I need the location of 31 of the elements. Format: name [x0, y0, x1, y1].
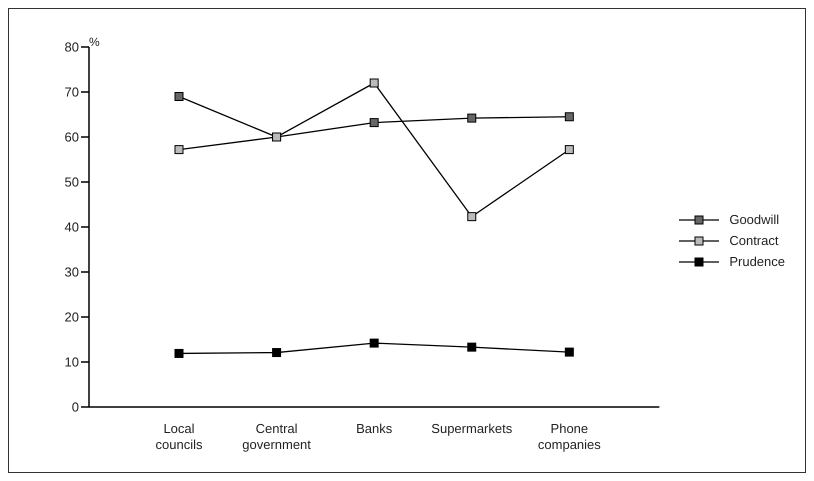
y-tick-label: 40	[64, 220, 79, 235]
point	[272, 348, 282, 358]
point	[370, 78, 379, 88]
point	[564, 145, 574, 154]
point	[467, 114, 476, 123]
y-tick-label: 0	[72, 400, 79, 415]
point	[174, 348, 184, 358]
x-tick-label: Phone companies	[538, 421, 602, 452]
y-tick-label: 50	[64, 174, 79, 190]
point	[370, 338, 379, 348]
legend-label: Goodwill	[729, 212, 780, 227]
point	[174, 92, 184, 101]
y-tick-label: 80	[64, 40, 79, 55]
y-axis-title: %	[89, 35, 100, 49]
x-tick-label: Supermarkets	[431, 421, 513, 436]
point	[467, 342, 476, 352]
x-tick-label: Banks	[356, 421, 393, 436]
legend-label: Prudence	[729, 254, 785, 269]
point	[564, 112, 574, 122]
x-tick-label: Local councils	[156, 421, 203, 452]
y-tick-label: 60	[64, 130, 79, 145]
y-tick-label: 20	[64, 310, 79, 325]
point	[467, 212, 476, 222]
y-tick-label: 30	[64, 264, 79, 280]
y-tick-label: 10	[64, 354, 79, 370]
x-tick-label: Central government	[242, 421, 312, 452]
y-tick-label: 70	[64, 84, 79, 100]
point	[174, 145, 184, 154]
point	[370, 118, 379, 128]
point	[564, 348, 574, 357]
legend-label: Contract	[729, 233, 778, 248]
